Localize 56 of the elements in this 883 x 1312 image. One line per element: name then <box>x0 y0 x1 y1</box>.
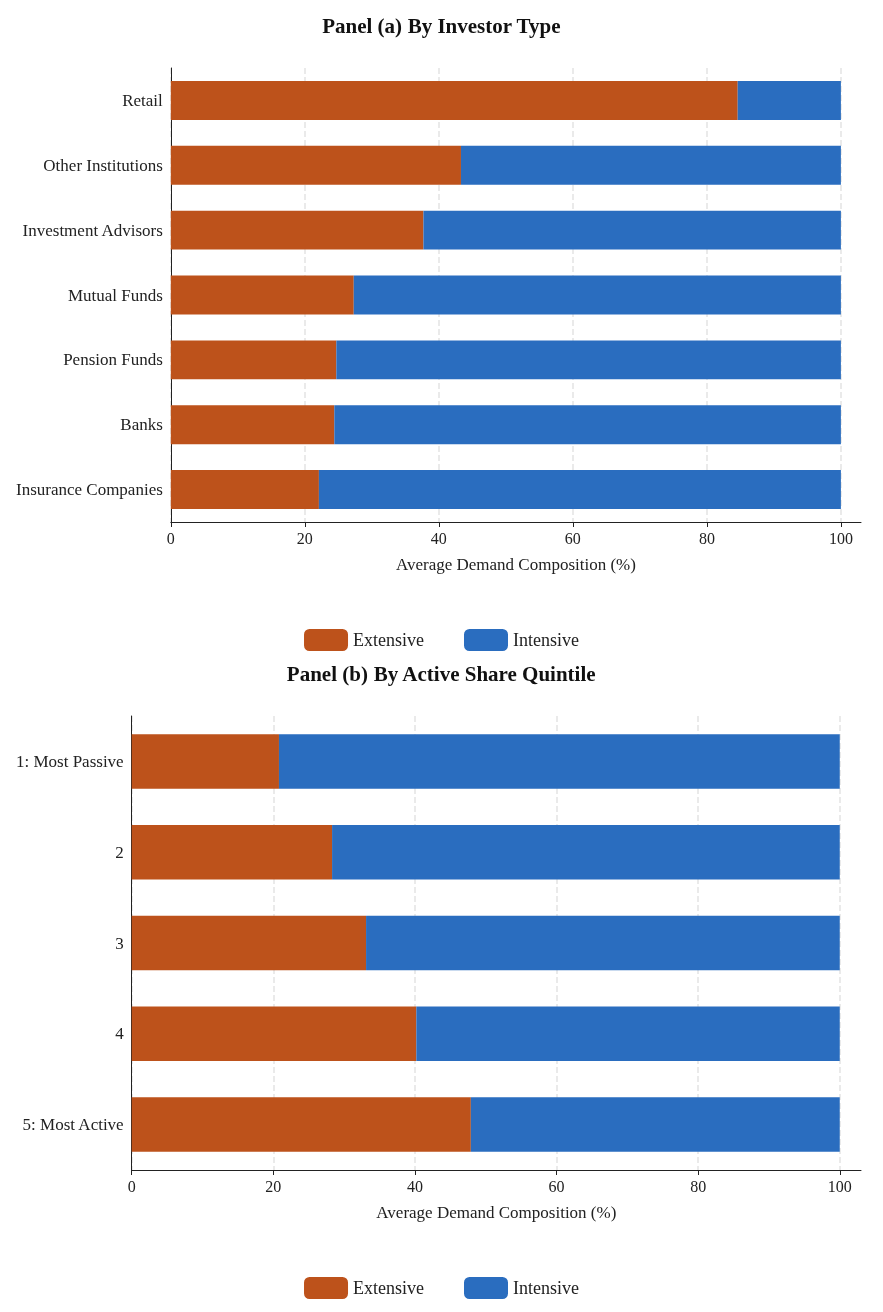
bar <box>170 470 319 510</box>
bar <box>131 824 333 880</box>
y-tick-label: Investment Advisors <box>22 220 163 240</box>
chart-title: Panel (a) By Investor Type <box>322 13 561 38</box>
x-tick-label: 60 <box>548 1177 565 1195</box>
x-tick-label: 100 <box>827 1177 852 1195</box>
y-tick-label: 2 <box>115 842 124 862</box>
x-tick-label: 0 <box>166 529 175 547</box>
bar <box>170 275 354 315</box>
bar <box>170 80 738 120</box>
bar <box>460 145 841 185</box>
y-tick-label: Pension Funds <box>63 350 163 370</box>
y-tick-label: Banks <box>120 415 163 435</box>
x-tick-label: 20 <box>265 1177 282 1195</box>
y-tick-label: Mutual Funds <box>67 285 163 305</box>
bar <box>423 210 841 250</box>
bar <box>737 80 841 120</box>
y-tick-label: Other Institutions <box>43 155 163 175</box>
x-tick-label: 0 <box>127 1177 136 1195</box>
bar <box>318 470 841 510</box>
x-tick-label: 80 <box>698 529 715 547</box>
y-tick-label: 4 <box>115 1024 125 1044</box>
bar <box>170 405 335 445</box>
y-tick-label: Retail <box>122 90 164 110</box>
bar <box>416 1006 840 1062</box>
y-tick-label: 5: Most Active <box>22 1115 124 1135</box>
x-axis-title: Average Demand Composition (%) <box>395 555 636 574</box>
y-tick-label: 3 <box>115 933 124 953</box>
x-tick-label: 60 <box>564 529 581 547</box>
legend-label: Intensive <box>513 1278 579 1298</box>
bar <box>334 405 841 445</box>
y-tick-label: 1: Most Passive <box>15 751 124 771</box>
bar <box>278 734 840 789</box>
x-tick-label: 100 <box>828 529 853 547</box>
x-tick-label: 80 <box>690 1177 707 1195</box>
bar <box>131 915 367 971</box>
bar <box>170 145 461 185</box>
bar <box>170 210 424 250</box>
bar <box>353 275 841 315</box>
bar <box>131 734 279 789</box>
legend-label: Intensive <box>513 630 579 650</box>
bar <box>366 915 840 971</box>
bar <box>131 1097 471 1152</box>
bar <box>332 824 840 880</box>
chart-title: Panel (b) By Active Share Quintile <box>286 661 596 686</box>
legend-label: Extensive <box>353 1278 425 1298</box>
bar <box>470 1097 840 1152</box>
x-tick-label: 20 <box>296 529 313 547</box>
y-tick-label: Insurance Companies <box>15 480 163 500</box>
bar <box>170 340 337 380</box>
x-tick-label: 40 <box>406 1177 423 1195</box>
bar <box>131 1006 417 1062</box>
bar <box>336 340 841 380</box>
x-tick-label: 40 <box>430 529 447 547</box>
x-axis-title: Average Demand Composition (%) <box>376 1203 617 1222</box>
legend-label: Extensive <box>353 630 425 650</box>
